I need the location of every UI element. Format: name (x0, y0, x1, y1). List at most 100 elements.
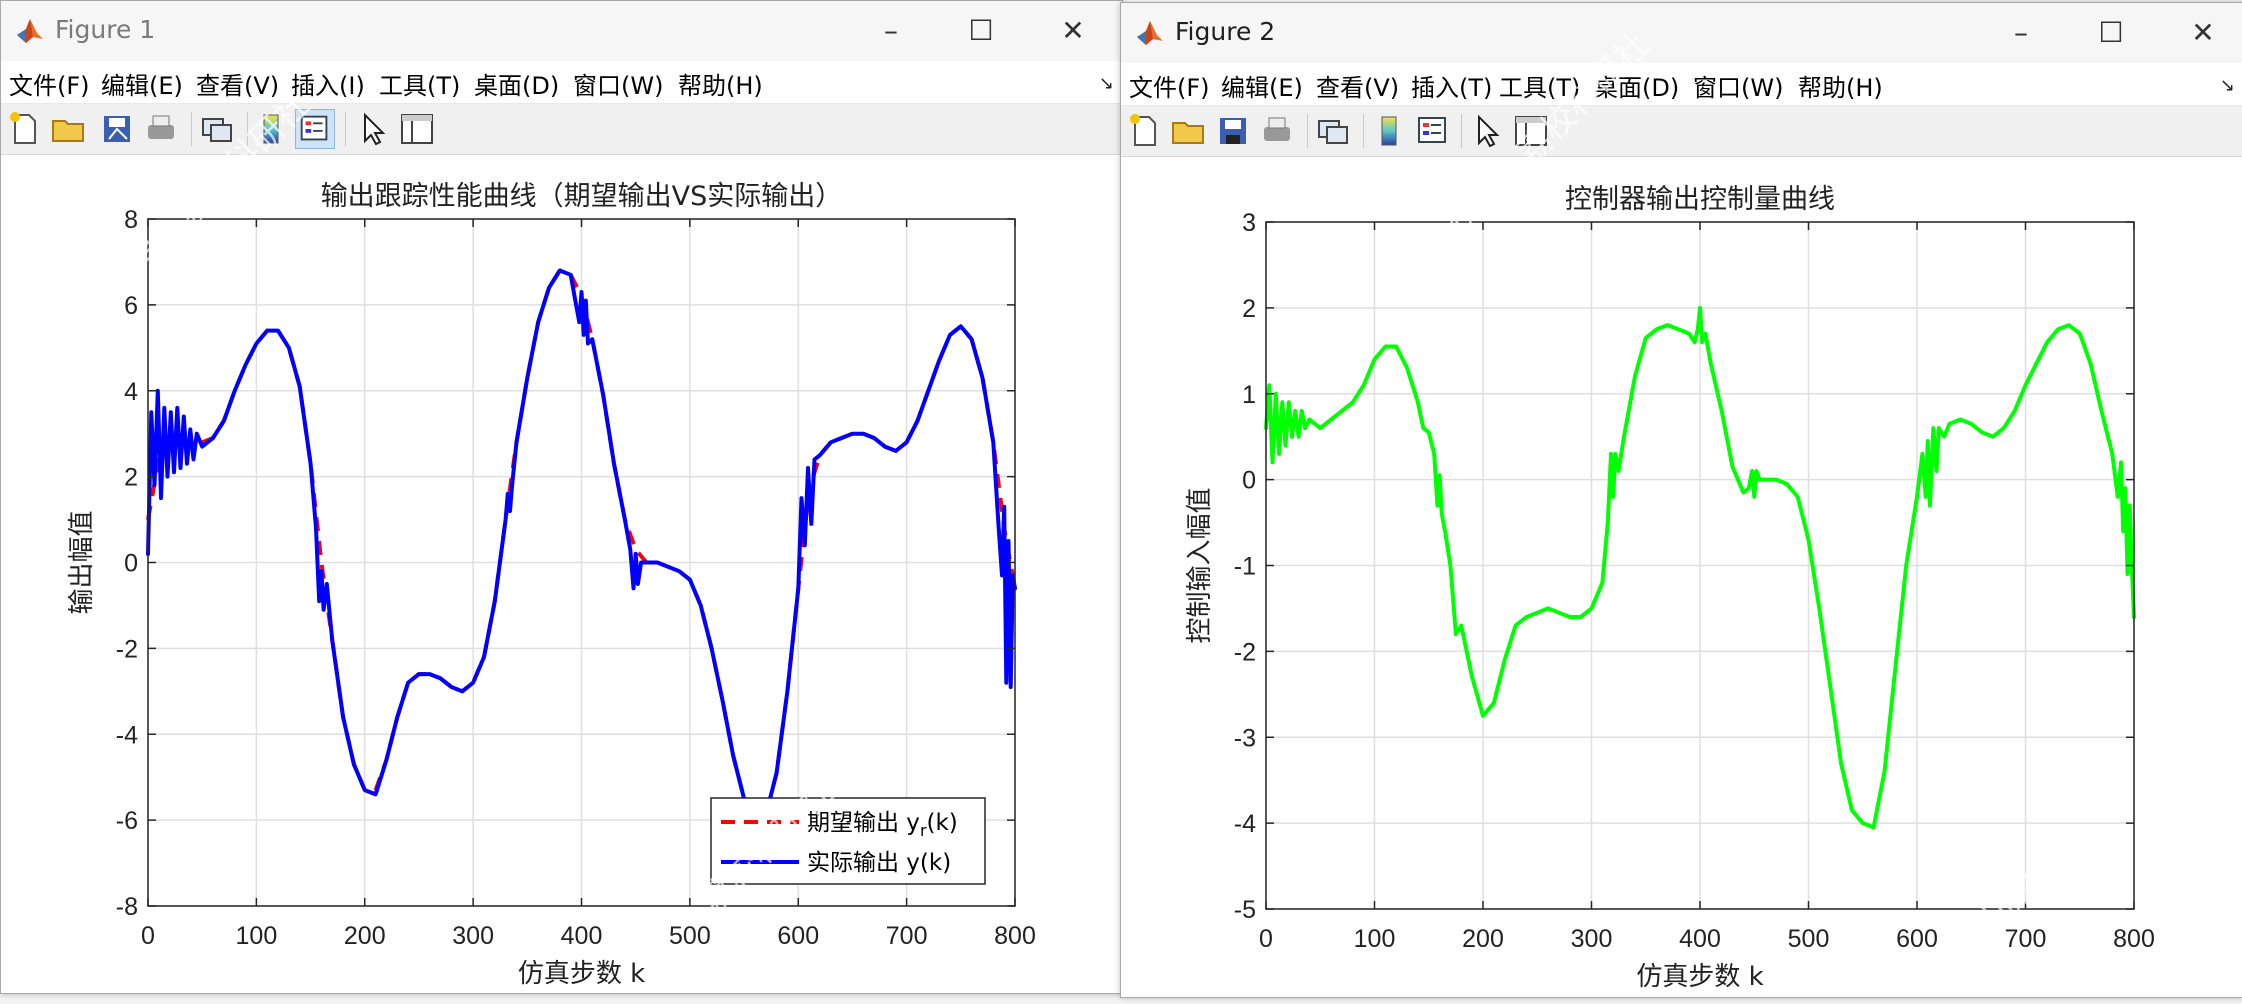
y-tick-label: 8 (124, 206, 138, 234)
y-tick-label: -3 (1234, 724, 1256, 752)
menu-help[interactable]: 帮助(H) (678, 72, 763, 100)
menu-view[interactable]: 查看(V) (1316, 74, 1400, 102)
chart-title: 控制器输出控制量曲线 (1565, 184, 1835, 215)
figure-toolbar (1, 104, 1122, 155)
toolbar-separator (1363, 114, 1364, 148)
y-tick-label: -4 (1234, 810, 1256, 838)
figure-toolbar (1121, 106, 2242, 157)
y-tick-label: -2 (1234, 638, 1256, 666)
menu-edit[interactable]: 编辑(E) (1221, 74, 1303, 102)
figure-1-titlebar[interactable]: Figure 1 – ☐ ✕ (1, 1, 1122, 61)
save-figure-icon[interactable] (1213, 111, 1253, 151)
y-axis-label: 控制输入幅值 (1185, 487, 1215, 643)
maximize-icon[interactable]: ☐ (968, 14, 994, 47)
open-file-icon[interactable] (1169, 111, 1209, 151)
x-tick-label: 200 (1462, 925, 1504, 953)
window-title: Figure 1 (55, 15, 156, 44)
property-inspector-icon[interactable] (397, 109, 437, 149)
dock-arrow-icon[interactable]: ↘ (2219, 75, 2235, 96)
matlab-logo-icon (17, 19, 43, 43)
close-icon[interactable]: ✕ (1061, 14, 1085, 47)
menu-insert[interactable]: 插入(I) (291, 72, 365, 100)
figure-2-titlebar[interactable]: Figure 2 – ☐ ✕ (1121, 3, 2242, 63)
select-pointer-icon[interactable] (1467, 111, 1507, 151)
new-figure-icon[interactable] (5, 109, 45, 149)
y-axis-label: 输出幅值 (67, 510, 97, 614)
menu-edit[interactable]: 编辑(E) (101, 72, 183, 100)
legend-entry-2: 实际输出 y(k) (807, 850, 951, 876)
y-tick-label: 3 (1242, 209, 1256, 237)
menu-help[interactable]: 帮助(H) (1798, 74, 1883, 102)
x-tick-label: 500 (669, 922, 711, 950)
colorbar-icon[interactable] (1369, 111, 1409, 151)
x-axis-label: 仿真步数 k (518, 959, 645, 989)
series-line-2 (146, 268, 1017, 827)
y-tick-label: -4 (116, 721, 138, 749)
figure-1-chart: 0 100 200 300 400 500 600 700 800 8 6 4 2 0 -2 -4 -6 -8 输出… (67, 181, 1036, 989)
toolbar-separator (1461, 114, 1462, 148)
chart-title: 输出跟踪性能曲线（期望输出VS实际输出） (321, 181, 843, 212)
x-tick-label: 700 (886, 922, 928, 950)
x-tick-label: 600 (1896, 925, 1938, 953)
matlab-logo-icon (1137, 21, 1163, 45)
figure-1-canvas: 0 100 200 300 400 500 600 700 800 8 6 4 2 0 -2 -4 -6 -8 输出… (1, 155, 1122, 993)
x-tick-label: 300 (1571, 925, 1613, 953)
close-icon[interactable]: ✕ (2191, 16, 2215, 49)
y-tick-label: 0 (1242, 467, 1256, 495)
figure-1-window[interactable]: Figure 1 – ☐ ✕ 文件(F) 编辑(E) 查看(V) 插入(I) 工… (0, 0, 1123, 994)
print-figure-icon[interactable] (1257, 111, 1297, 151)
menu-bar: 文件(F) 编辑(E) 查看(V) 插入(T) 工具(T) 桌面(D) 窗口(W… (1121, 63, 2242, 106)
maximize-icon[interactable]: ☐ (2098, 16, 2124, 49)
legend-entry-1: 期望输出 yr(k) (807, 810, 958, 840)
x-tick-label: 600 (777, 922, 819, 950)
minimize-icon[interactable]: – (2014, 16, 2028, 49)
menu-file[interactable]: 文件(F) (9, 72, 90, 100)
legend-box (710, 797, 986, 885)
toolbar-separator (191, 112, 192, 146)
window-title: Figure 2 (1175, 17, 1276, 46)
x-tick-label: 400 (561, 922, 603, 950)
minimize-icon[interactable]: – (884, 14, 898, 47)
x-axis-label: 仿真步数 k (1636, 962, 1763, 992)
dock-arrow-icon[interactable]: ↘ (1098, 73, 1114, 94)
link-plot-icon[interactable] (1313, 111, 1353, 151)
menu-window[interactable]: 窗口(W) (1693, 74, 1784, 102)
figure-2-window[interactable]: Figure 2 – ☐ ✕ 文件(F) 编辑(E) 查看(V) 插入(T) 工… (1120, 2, 2242, 998)
menu-desktop[interactable]: 桌面(D) (474, 72, 560, 100)
y-tick-label: 4 (124, 378, 138, 406)
x-tick-label: 300 (452, 922, 494, 950)
y-tick-label: 0 (124, 550, 138, 578)
x-tick-label: 700 (2005, 925, 2047, 953)
x-tick-label: 0 (141, 922, 155, 950)
select-pointer-icon[interactable] (353, 109, 393, 149)
menu-tools[interactable]: 工具(T) (379, 72, 461, 100)
y-tick-label: 1 (1242, 381, 1256, 409)
x-tick-label: 800 (994, 922, 1036, 950)
menu-window[interactable]: 窗口(W) (573, 72, 664, 100)
x-tick-label: 100 (236, 922, 278, 950)
y-tick-label: -6 (116, 807, 138, 835)
colorbar-icon[interactable] (251, 109, 291, 149)
series-line-1 (1264, 305, 2136, 830)
menu-file[interactable]: 文件(F) (1129, 74, 1210, 102)
y-tick-label: -1 (1234, 553, 1256, 581)
legend-toggle-icon[interactable] (1413, 111, 1453, 151)
x-tick-label: 800 (2113, 925, 2155, 953)
x-tick-label: 500 (1788, 925, 1830, 953)
menu-view[interactable]: 查看(V) (196, 72, 280, 100)
property-inspector-icon[interactable] (1511, 111, 1551, 151)
x-tick-label: 400 (1679, 925, 1721, 953)
print-figure-icon[interactable] (141, 109, 181, 149)
y-tick-label: 2 (124, 464, 138, 492)
new-figure-icon[interactable] (1125, 111, 1165, 151)
y-tick-label: 6 (124, 292, 138, 320)
menu-desktop[interactable]: 桌面(D) (1594, 74, 1680, 102)
open-file-icon[interactable] (49, 109, 89, 149)
menu-tools[interactable]: 工具(T) (1499, 74, 1581, 102)
y-tick-label: 2 (1242, 295, 1256, 323)
link-plot-icon[interactable] (197, 109, 237, 149)
legend-toggle-icon[interactable] (295, 109, 335, 149)
menu-insert[interactable]: 插入(T) (1411, 74, 1493, 102)
save-figure-icon[interactable] (97, 109, 137, 149)
figure-2-chart: 0 100 200 300 400 500 600 700 800 3 2 1 0 -1 -2 -3 -4 -5 控… (1185, 184, 2155, 992)
